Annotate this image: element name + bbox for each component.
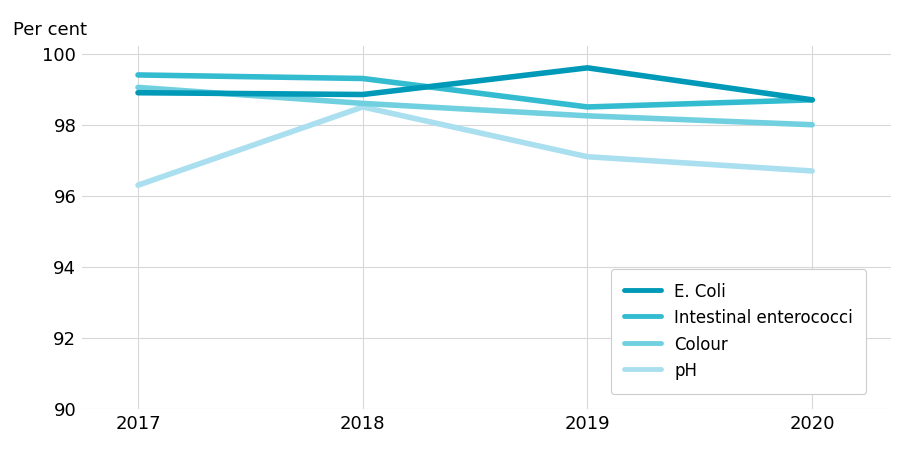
Intestinal enterococci (133, 72, 144, 78)
pH (133, 182, 144, 188)
Intestinal enterococci (582, 104, 593, 110)
Line: Intestinal enterococci: Intestinal enterococci (138, 75, 812, 107)
E. Coli (133, 90, 144, 95)
pH (582, 154, 593, 159)
Colour (357, 100, 368, 106)
E. Coli (582, 65, 593, 71)
Legend: E. Coli, Intestinal enterococci, Colour, pH: E. Coli, Intestinal enterococci, Colour,… (611, 269, 866, 393)
Intestinal enterococci (357, 76, 368, 81)
Line: pH: pH (138, 107, 812, 185)
Colour (806, 122, 817, 127)
pH (357, 104, 368, 110)
Colour (582, 113, 593, 119)
Line: E. Coli: E. Coli (138, 68, 812, 100)
pH (806, 168, 817, 174)
E. Coli (357, 92, 368, 97)
Colour (133, 85, 144, 90)
Line: Colour: Colour (138, 87, 812, 125)
Text: Per cent: Per cent (13, 21, 87, 39)
Intestinal enterococci (806, 97, 817, 103)
E. Coli (806, 97, 817, 103)
